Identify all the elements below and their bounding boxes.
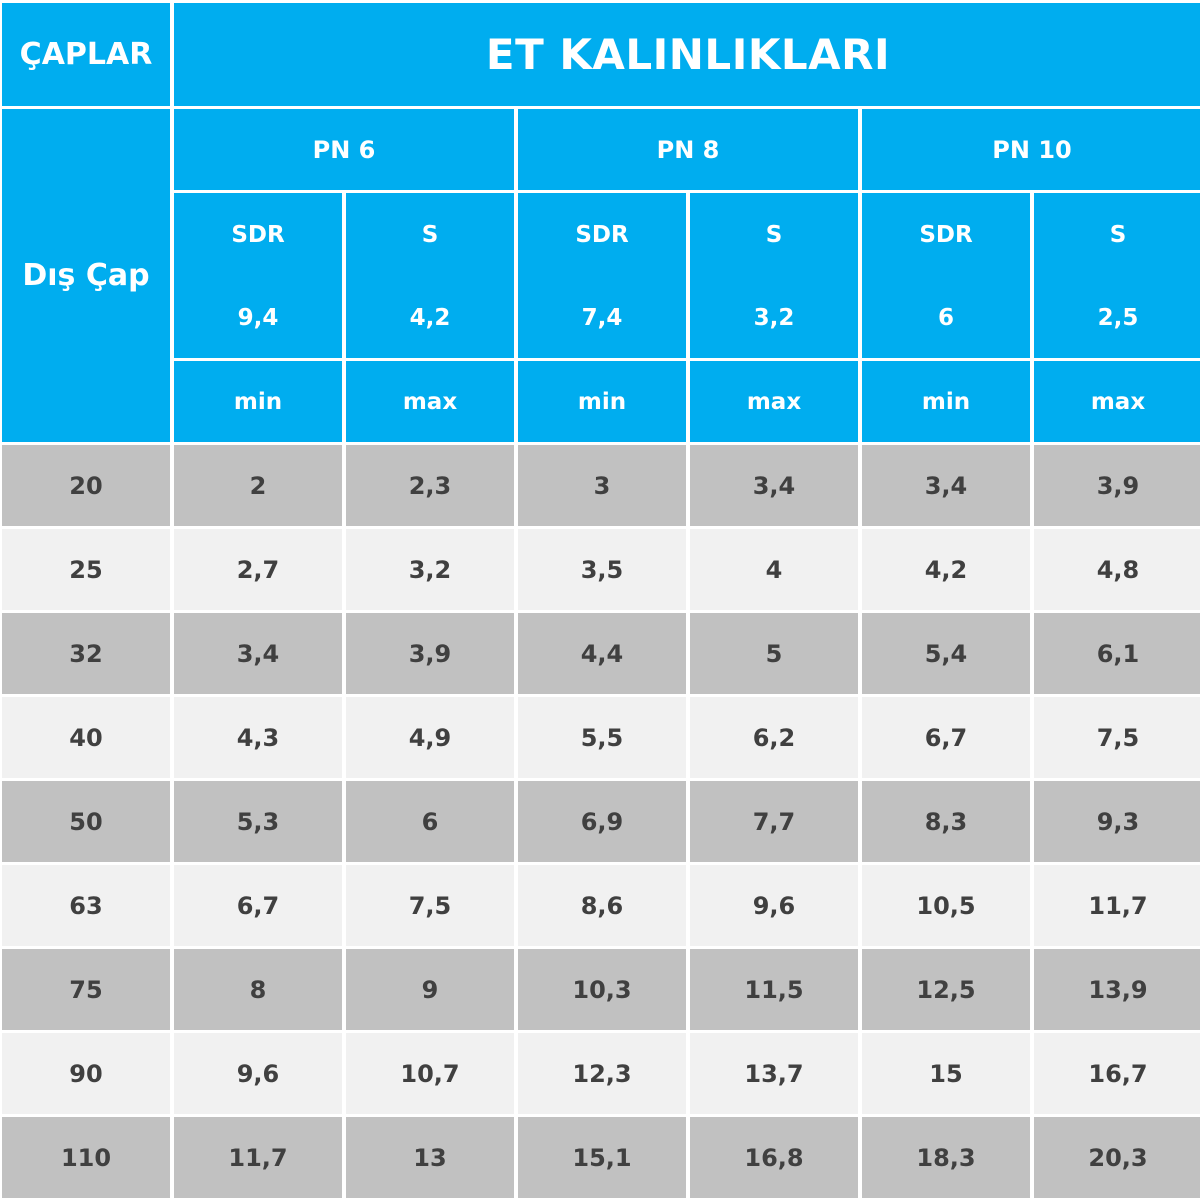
table-cell: 9,6	[174, 1033, 342, 1114]
table-cell: 10,3	[518, 949, 686, 1030]
diameter-cell: 75	[2, 949, 170, 1030]
table-cell: 4,3	[174, 697, 342, 778]
s-value-pn10: 2,5	[1034, 277, 1200, 358]
table-cell: 7,7	[690, 781, 858, 862]
sdr-label-pn6: SDR	[174, 193, 342, 277]
table-cell: 3	[518, 445, 686, 526]
table-cell: 3,9	[346, 613, 514, 694]
table-cell: 8,3	[862, 781, 1030, 862]
table-cell: 2,3	[346, 445, 514, 526]
table-cell: 6,7	[174, 865, 342, 946]
table-cell: 5	[690, 613, 858, 694]
table-cell: 11,7	[174, 1117, 342, 1198]
diameter-cell: 90	[2, 1033, 170, 1114]
diameter-cell: 32	[2, 613, 170, 694]
table-cell: 4,9	[346, 697, 514, 778]
min-label-pn8: min	[518, 361, 686, 442]
s-label-pn6: S	[346, 193, 514, 277]
table-cell: 6,7	[862, 697, 1030, 778]
table-cell: 8	[174, 949, 342, 1030]
table-cell: 16,7	[1034, 1033, 1200, 1114]
table-cell: 16,8	[690, 1117, 858, 1198]
table-cell: 5,3	[174, 781, 342, 862]
table-cell: 11,7	[1034, 865, 1200, 946]
sdr-label-pn10: SDR	[862, 193, 1030, 277]
diameter-cell: 63	[2, 865, 170, 946]
diameter-cell: 25	[2, 529, 170, 610]
table-cell: 3,9	[1034, 445, 1200, 526]
diameter-cell: 110	[2, 1117, 170, 1198]
table-cell: 8,6	[518, 865, 686, 946]
max-label-pn10: max	[1034, 361, 1200, 442]
table-cell: 4,8	[1034, 529, 1200, 610]
max-label-pn8: max	[690, 361, 858, 442]
table-cell: 18,3	[862, 1117, 1030, 1198]
table-cell: 4,4	[518, 613, 686, 694]
table-cell: 6,9	[518, 781, 686, 862]
table-cell: 12,5	[862, 949, 1030, 1030]
table-cell: 13	[346, 1117, 514, 1198]
table-cell: 3,4	[690, 445, 858, 526]
table-cell: 3,2	[346, 529, 514, 610]
group-header-pn10: PN 10	[862, 109, 1200, 190]
table-cell: 2	[174, 445, 342, 526]
table-cell: 20,3	[1034, 1117, 1200, 1198]
s-value-pn6: 4,2	[346, 277, 514, 358]
table-cell: 6,2	[690, 697, 858, 778]
table-cell: 9,6	[690, 865, 858, 946]
table-cell: 6,1	[1034, 613, 1200, 694]
table-cell: 12,3	[518, 1033, 686, 1114]
table-cell: 3,5	[518, 529, 686, 610]
table-cell: 3,4	[174, 613, 342, 694]
table-cell: 9	[346, 949, 514, 1030]
min-label-pn10: min	[862, 361, 1030, 442]
table-cell: 5,5	[518, 697, 686, 778]
table-cell: 7,5	[1034, 697, 1200, 778]
table-cell: 5,4	[862, 613, 1030, 694]
diameter-cell: 50	[2, 781, 170, 862]
diameter-cell: 20	[2, 445, 170, 526]
table-cell: 6	[346, 781, 514, 862]
table-cell: 10,7	[346, 1033, 514, 1114]
diameter-cell: 40	[2, 697, 170, 778]
s-label-pn10: S	[1034, 193, 1200, 277]
min-label-pn6: min	[174, 361, 342, 442]
outer-diameter-header: Dış Çap	[2, 109, 170, 442]
table-cell: 15	[862, 1033, 1030, 1114]
group-header-pn8: PN 8	[518, 109, 858, 190]
sdr-value-pn10: 6	[862, 277, 1030, 358]
table-cell: 10,5	[862, 865, 1030, 946]
table-cell: 4	[690, 529, 858, 610]
table-cell: 7,5	[346, 865, 514, 946]
corner-header: ÇAPLAR	[2, 3, 170, 106]
table-cell: 2,7	[174, 529, 342, 610]
table-cell: 9,3	[1034, 781, 1200, 862]
group-header-pn6: PN 6	[174, 109, 514, 190]
table-cell: 15,1	[518, 1117, 686, 1198]
s-value-pn8: 3,2	[690, 277, 858, 358]
table-cell: 11,5	[690, 949, 858, 1030]
table-cell: 3,4	[862, 445, 1030, 526]
table-title: ET KALINLIKLARI	[174, 3, 1200, 106]
table-cell: 13,7	[690, 1033, 858, 1114]
sdr-value-pn6: 9,4	[174, 277, 342, 358]
max-label-pn6: max	[346, 361, 514, 442]
sdr-label-pn8: SDR	[518, 193, 686, 277]
s-label-pn8: S	[690, 193, 858, 277]
table-cell: 13,9	[1034, 949, 1200, 1030]
table-cell: 4,2	[862, 529, 1030, 610]
sdr-value-pn8: 7,4	[518, 277, 686, 358]
